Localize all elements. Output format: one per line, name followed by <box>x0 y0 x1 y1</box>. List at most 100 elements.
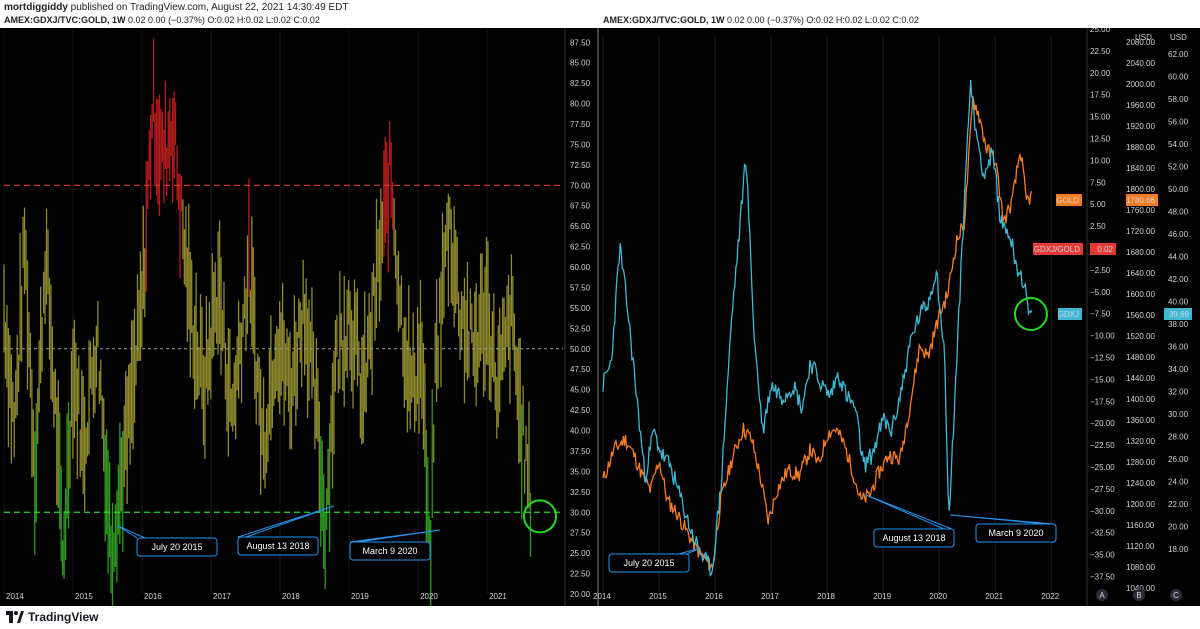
callout-pointer <box>117 525 146 539</box>
gdxj-y-tick: 42.00 <box>1168 275 1189 284</box>
left-y-tick: 32.50 <box>570 488 591 497</box>
gdxj-y-tick: 48.00 <box>1168 208 1189 217</box>
gdxj-y-tick: 58.00 <box>1168 95 1189 104</box>
callout-pointer <box>865 494 953 530</box>
ratio-value-tag[interactable]: 0.02 <box>1090 243 1116 255</box>
ratio-y-tick: −35.00 <box>1090 551 1115 560</box>
publish-info: mortdiggiddy published on TradingView.co… <box>4 2 348 13</box>
gdxj-y-tick: 32.00 <box>1168 388 1189 397</box>
scale-button-c[interactable]: C <box>1170 589 1182 601</box>
gold-y-tick: 1040.00 <box>1126 584 1155 593</box>
ratio-y-tick: 7.50 <box>1090 178 1106 187</box>
right-callout[interactable]: August 13 2018 <box>865 494 955 548</box>
callout-label: March 9 2020 <box>988 528 1043 538</box>
gold-y-tick: 1880.00 <box>1126 143 1155 152</box>
callout-pointer <box>949 514 1055 525</box>
left-callout[interactable]: March 9 2020 <box>349 529 441 561</box>
ratio-y-tick: −2.50 <box>1090 266 1111 275</box>
gdxj-value-tag[interactable]: 39.69 <box>1164 308 1192 320</box>
left-legend: AMEX:GDXJ/TVC:GOLD, 1W 0.02 0.00 (−0.37%… <box>4 15 320 25</box>
gold-value-tag[interactable]: 1780.66 <box>1126 194 1158 206</box>
ratio-y-tick: −30.00 <box>1090 507 1115 516</box>
scale-button-bg <box>1133 589 1145 601</box>
gold-y-tick: 1600.00 <box>1126 290 1155 299</box>
left-y-tick: 60.00 <box>570 263 591 272</box>
callout-box <box>975 523 1057 543</box>
ratio-name-tag[interactable]: GDXJ/GOLD <box>1033 243 1083 255</box>
left-callout[interactable]: July 20 2015 <box>117 525 218 557</box>
gold-y-tick: 1840.00 <box>1126 164 1155 173</box>
right-x-tick: 2019 <box>873 592 891 601</box>
right-x-tick: 2022 <box>1041 592 1059 601</box>
left-y-tick: 22.50 <box>570 570 591 579</box>
left-y-tick: 25.00 <box>570 549 591 558</box>
author-name[interactable]: mortdiggiddy <box>4 2 68 13</box>
right-panel[interactable]: 25.00 22.50 20.00 17.50 15.00 12.50 10.00 7.50 5… <box>593 28 1192 606</box>
ratio-y-tick: 25.00 <box>1090 28 1111 34</box>
gdxj-y-tick: 50.00 <box>1168 185 1189 194</box>
ratio-name-tag-text: GDXJ/GOLD <box>1034 245 1080 254</box>
footer: TradingView <box>0 606 1200 629</box>
callout-box <box>237 536 319 556</box>
ratio-y-tick: 10.00 <box>1090 156 1111 165</box>
gdxj-y-tick: 52.00 <box>1168 163 1189 172</box>
right-x-tick: 2015 <box>649 592 667 601</box>
left-callout[interactable]: August 13 2018 <box>237 505 335 556</box>
ratio-y-tick: −15.00 <box>1090 375 1115 384</box>
gdxj-name-tag[interactable]: GDXJ <box>1058 308 1082 320</box>
right-callout[interactable]: March 9 2020 <box>949 514 1057 543</box>
gdxj-unit-label: USD <box>1170 33 1187 42</box>
right-legend: AMEX:GDXJ/TVC:GOLD, 1W 0.02 0.00 (−0.37%… <box>603 15 919 25</box>
left-y-tick: 75.00 <box>570 140 591 149</box>
publish-date: published on TradingView.com, August 22,… <box>70 2 349 13</box>
gdxj-y-tick: 24.00 <box>1168 478 1189 487</box>
gdxj-y-tick: 38.00 <box>1168 320 1189 329</box>
gold-y-tick: 1640.00 <box>1126 269 1155 278</box>
scale-button-label: A <box>1099 591 1105 600</box>
ratio-y-tick: 5.00 <box>1090 200 1106 209</box>
ratio-y-tick: −22.50 <box>1090 441 1115 450</box>
scale-button-b[interactable]: B <box>1133 589 1145 601</box>
gold-y-tick: 1320.00 <box>1126 437 1155 446</box>
tradingview-logo[interactable]: TradingView <box>6 610 98 624</box>
scale-button-label: B <box>1136 591 1141 600</box>
gold-name-tag[interactable]: GOLD <box>1056 194 1082 206</box>
ratio-value-tag-text: 0.02 <box>1097 245 1113 254</box>
left-y-tick: 50.00 <box>570 345 591 354</box>
right-symbol[interactable]: AMEX:GDXJ/TVC:GOLD, 1W <box>603 15 725 25</box>
ratio-y-tick: 17.50 <box>1090 91 1111 100</box>
left-y-tick: 37.50 <box>570 447 591 456</box>
left-x-tick: 2016 <box>144 592 162 601</box>
left-y-tick: 70.00 <box>570 181 591 190</box>
left-y-tick: 65.00 <box>570 222 591 231</box>
gdxj-y-tick: 26.00 <box>1168 455 1189 464</box>
ratio-y-tick: −32.50 <box>1090 529 1115 538</box>
left-symbol[interactable]: AMEX:GDXJ/TVC:GOLD, 1W <box>4 15 126 25</box>
gdxj-series-line <box>602 79 1033 577</box>
ratio-y-tick: −27.50 <box>1090 485 1115 494</box>
gold-y-tick: 1160.00 <box>1126 521 1155 530</box>
gold-y-tick: 1440.00 <box>1126 374 1155 383</box>
gold-value-tag-bg <box>1126 194 1158 206</box>
gold-name-tag-text: GOLD <box>1056 196 1079 205</box>
scale-button-bg <box>1096 589 1108 601</box>
right-x-tick: 2017 <box>761 592 779 601</box>
gold-y-tick: 1560.00 <box>1126 311 1155 320</box>
ratio-name-tag-bg <box>1033 243 1083 255</box>
scale-button-a[interactable]: A <box>1096 589 1108 601</box>
left-y-tick: 67.50 <box>570 202 591 211</box>
callout-label: August 13 2018 <box>882 533 945 543</box>
gold-y-tick: 1240.00 <box>1126 479 1155 488</box>
left-panel[interactable]: 87.50 85.00 82.50 80.00 77.50 75.00 72.50 70.00… <box>3 28 591 606</box>
callout-box <box>349 541 431 561</box>
gold-y-tick: 1760.00 <box>1126 206 1155 215</box>
left-x-tick: 2019 <box>351 592 369 601</box>
callout-pointer <box>237 505 335 538</box>
ratio-y-tick: −37.50 <box>1090 573 1115 582</box>
gdxj-value-tag-text: 39.69 <box>1169 310 1190 319</box>
gdxj-y-tick: 40.00 <box>1168 298 1189 307</box>
right-x-tick: 2021 <box>985 592 1003 601</box>
gold-y-tick: 2000.00 <box>1126 80 1155 89</box>
right-callout[interactable]: July 20 2015 <box>608 547 701 573</box>
left-y-tick: 45.00 <box>570 386 591 395</box>
